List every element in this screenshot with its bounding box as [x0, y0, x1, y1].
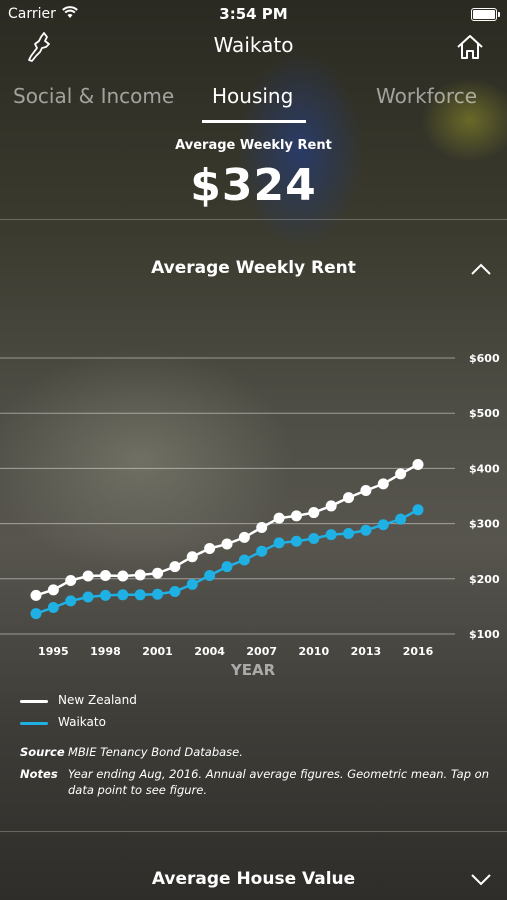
legend-label-waikato: Waikato [58, 715, 106, 729]
battery-icon [471, 8, 500, 21]
y-tick-label: $400 [469, 462, 500, 475]
data-point-waikato[interactable] [360, 524, 372, 536]
source-text: MBIE Tenancy Bond Database. [68, 745, 243, 759]
y-tick-label: $600 [469, 352, 500, 365]
legend-swatch-waikato [20, 722, 48, 725]
data-point-waikato[interactable] [47, 602, 59, 614]
home-icon[interactable] [455, 32, 485, 62]
data-point-waikato[interactable] [134, 589, 146, 601]
x-tick-label: 2007 [246, 645, 277, 658]
data-point-new-zealand[interactable] [152, 567, 164, 579]
x-tick-label: 2001 [142, 645, 173, 658]
data-point-new-zealand[interactable] [65, 574, 77, 586]
chevron-up-icon[interactable] [469, 261, 493, 277]
status-bar: Carrier 3:54 PM [0, 0, 507, 28]
rent-chart: $100 $200 $300 $400 $500 $600 1995 1998 2001 2004… [0, 352, 500, 679]
category-tabs: Social & Income Housing Workforce [0, 80, 507, 123]
y-tick-label: $300 [469, 518, 500, 531]
data-point-waikato[interactable] [412, 504, 424, 516]
data-point-waikato[interactable] [186, 578, 198, 590]
data-point-waikato[interactable] [30, 608, 42, 620]
data-point-waikato[interactable] [169, 585, 181, 597]
data-point-new-zealand[interactable] [343, 492, 355, 504]
data-point-waikato[interactable] [65, 595, 77, 607]
data-point-waikato[interactable] [343, 528, 355, 540]
y-tick-label: $200 [469, 573, 500, 586]
data-point-new-zealand[interactable] [325, 500, 337, 512]
data-point-waikato[interactable] [152, 588, 164, 600]
clock: 3:54 PM [219, 5, 288, 23]
data-point-new-zealand[interactable] [377, 478, 389, 490]
notes-label: Notes [20, 767, 58, 781]
metric-value: $324 [190, 160, 317, 211]
data-point-waikato[interactable] [238, 554, 250, 566]
data-point-new-zealand[interactable] [117, 570, 129, 582]
data-point-new-zealand[interactable] [47, 584, 59, 596]
page-title: Waikato [213, 33, 294, 57]
data-point-new-zealand[interactable] [221, 538, 233, 550]
legend-label-nz: New Zealand [58, 693, 137, 707]
data-point-waikato[interactable] [256, 545, 268, 557]
x-tick-label: 2004 [194, 645, 225, 658]
divider [0, 831, 507, 832]
y-tick-label: $500 [469, 407, 500, 420]
data-point-waikato[interactable] [290, 535, 302, 547]
data-point-waikato[interactable] [377, 519, 389, 531]
active-tab-indicator [202, 120, 306, 123]
divider [0, 219, 507, 220]
nav-bar: Waikato [0, 28, 507, 68]
data-point-waikato[interactable] [395, 513, 407, 525]
source-label: Source [20, 745, 65, 759]
data-point-new-zealand[interactable] [186, 551, 198, 563]
x-tick-label: 1998 [90, 645, 121, 658]
data-point-waikato[interactable] [82, 591, 94, 603]
data-point-new-zealand[interactable] [82, 570, 94, 582]
data-point-waikato[interactable] [204, 569, 216, 581]
data-point-waikato[interactable] [99, 589, 111, 601]
data-point-new-zealand[interactable] [308, 507, 320, 519]
data-point-new-zealand[interactable] [204, 542, 216, 554]
data-point-new-zealand[interactable] [30, 589, 42, 601]
data-point-new-zealand[interactable] [290, 510, 302, 522]
data-point-waikato[interactable] [117, 589, 129, 601]
y-tick-label: $100 [469, 628, 500, 641]
data-point-waikato[interactable] [221, 561, 233, 573]
tab-housing[interactable]: Housing [212, 84, 294, 108]
data-point-new-zealand[interactable] [169, 561, 181, 573]
data-point-new-zealand[interactable] [134, 569, 146, 581]
x-tick-label: 2016 [403, 645, 434, 658]
chevron-down-icon[interactable] [469, 872, 493, 888]
carrier-label: Carrier [8, 6, 56, 22]
data-point-new-zealand[interactable] [360, 484, 372, 496]
x-tick-label: 2010 [299, 645, 330, 658]
data-point-new-zealand[interactable] [412, 459, 424, 471]
source-row: Source MBIE Tenancy Bond Database. [20, 744, 490, 762]
data-point-new-zealand[interactable] [256, 521, 268, 533]
data-point-waikato[interactable] [308, 533, 320, 545]
data-point-new-zealand[interactable] [238, 531, 250, 543]
wifi-icon [62, 6, 78, 18]
notes-text: Year ending Aug, 2016. Annual average fi… [68, 767, 489, 797]
x-tick-label: 1995 [38, 645, 69, 658]
metric-label: Average Weekly Rent [175, 138, 332, 153]
section-title-house-value[interactable]: Average House Value [151, 869, 356, 889]
legend-swatch-nz [20, 700, 48, 703]
tab-social-income[interactable]: Social & Income [13, 84, 175, 108]
x-tick-label: 2013 [351, 645, 382, 658]
section-title-weekly-rent[interactable]: Average Weekly Rent [151, 258, 356, 278]
data-point-new-zealand[interactable] [99, 569, 111, 581]
data-point-new-zealand[interactable] [395, 468, 407, 480]
notes-row: Notes Year ending Aug, 2016. Annual aver… [20, 766, 490, 800]
tab-workforce[interactable]: Workforce [376, 84, 478, 108]
nz-map-icon[interactable] [22, 30, 56, 64]
x-axis-title: YEAR [230, 661, 276, 679]
data-point-new-zealand[interactable] [273, 512, 285, 524]
data-point-waikato[interactable] [325, 529, 337, 541]
data-point-waikato[interactable] [273, 537, 285, 549]
